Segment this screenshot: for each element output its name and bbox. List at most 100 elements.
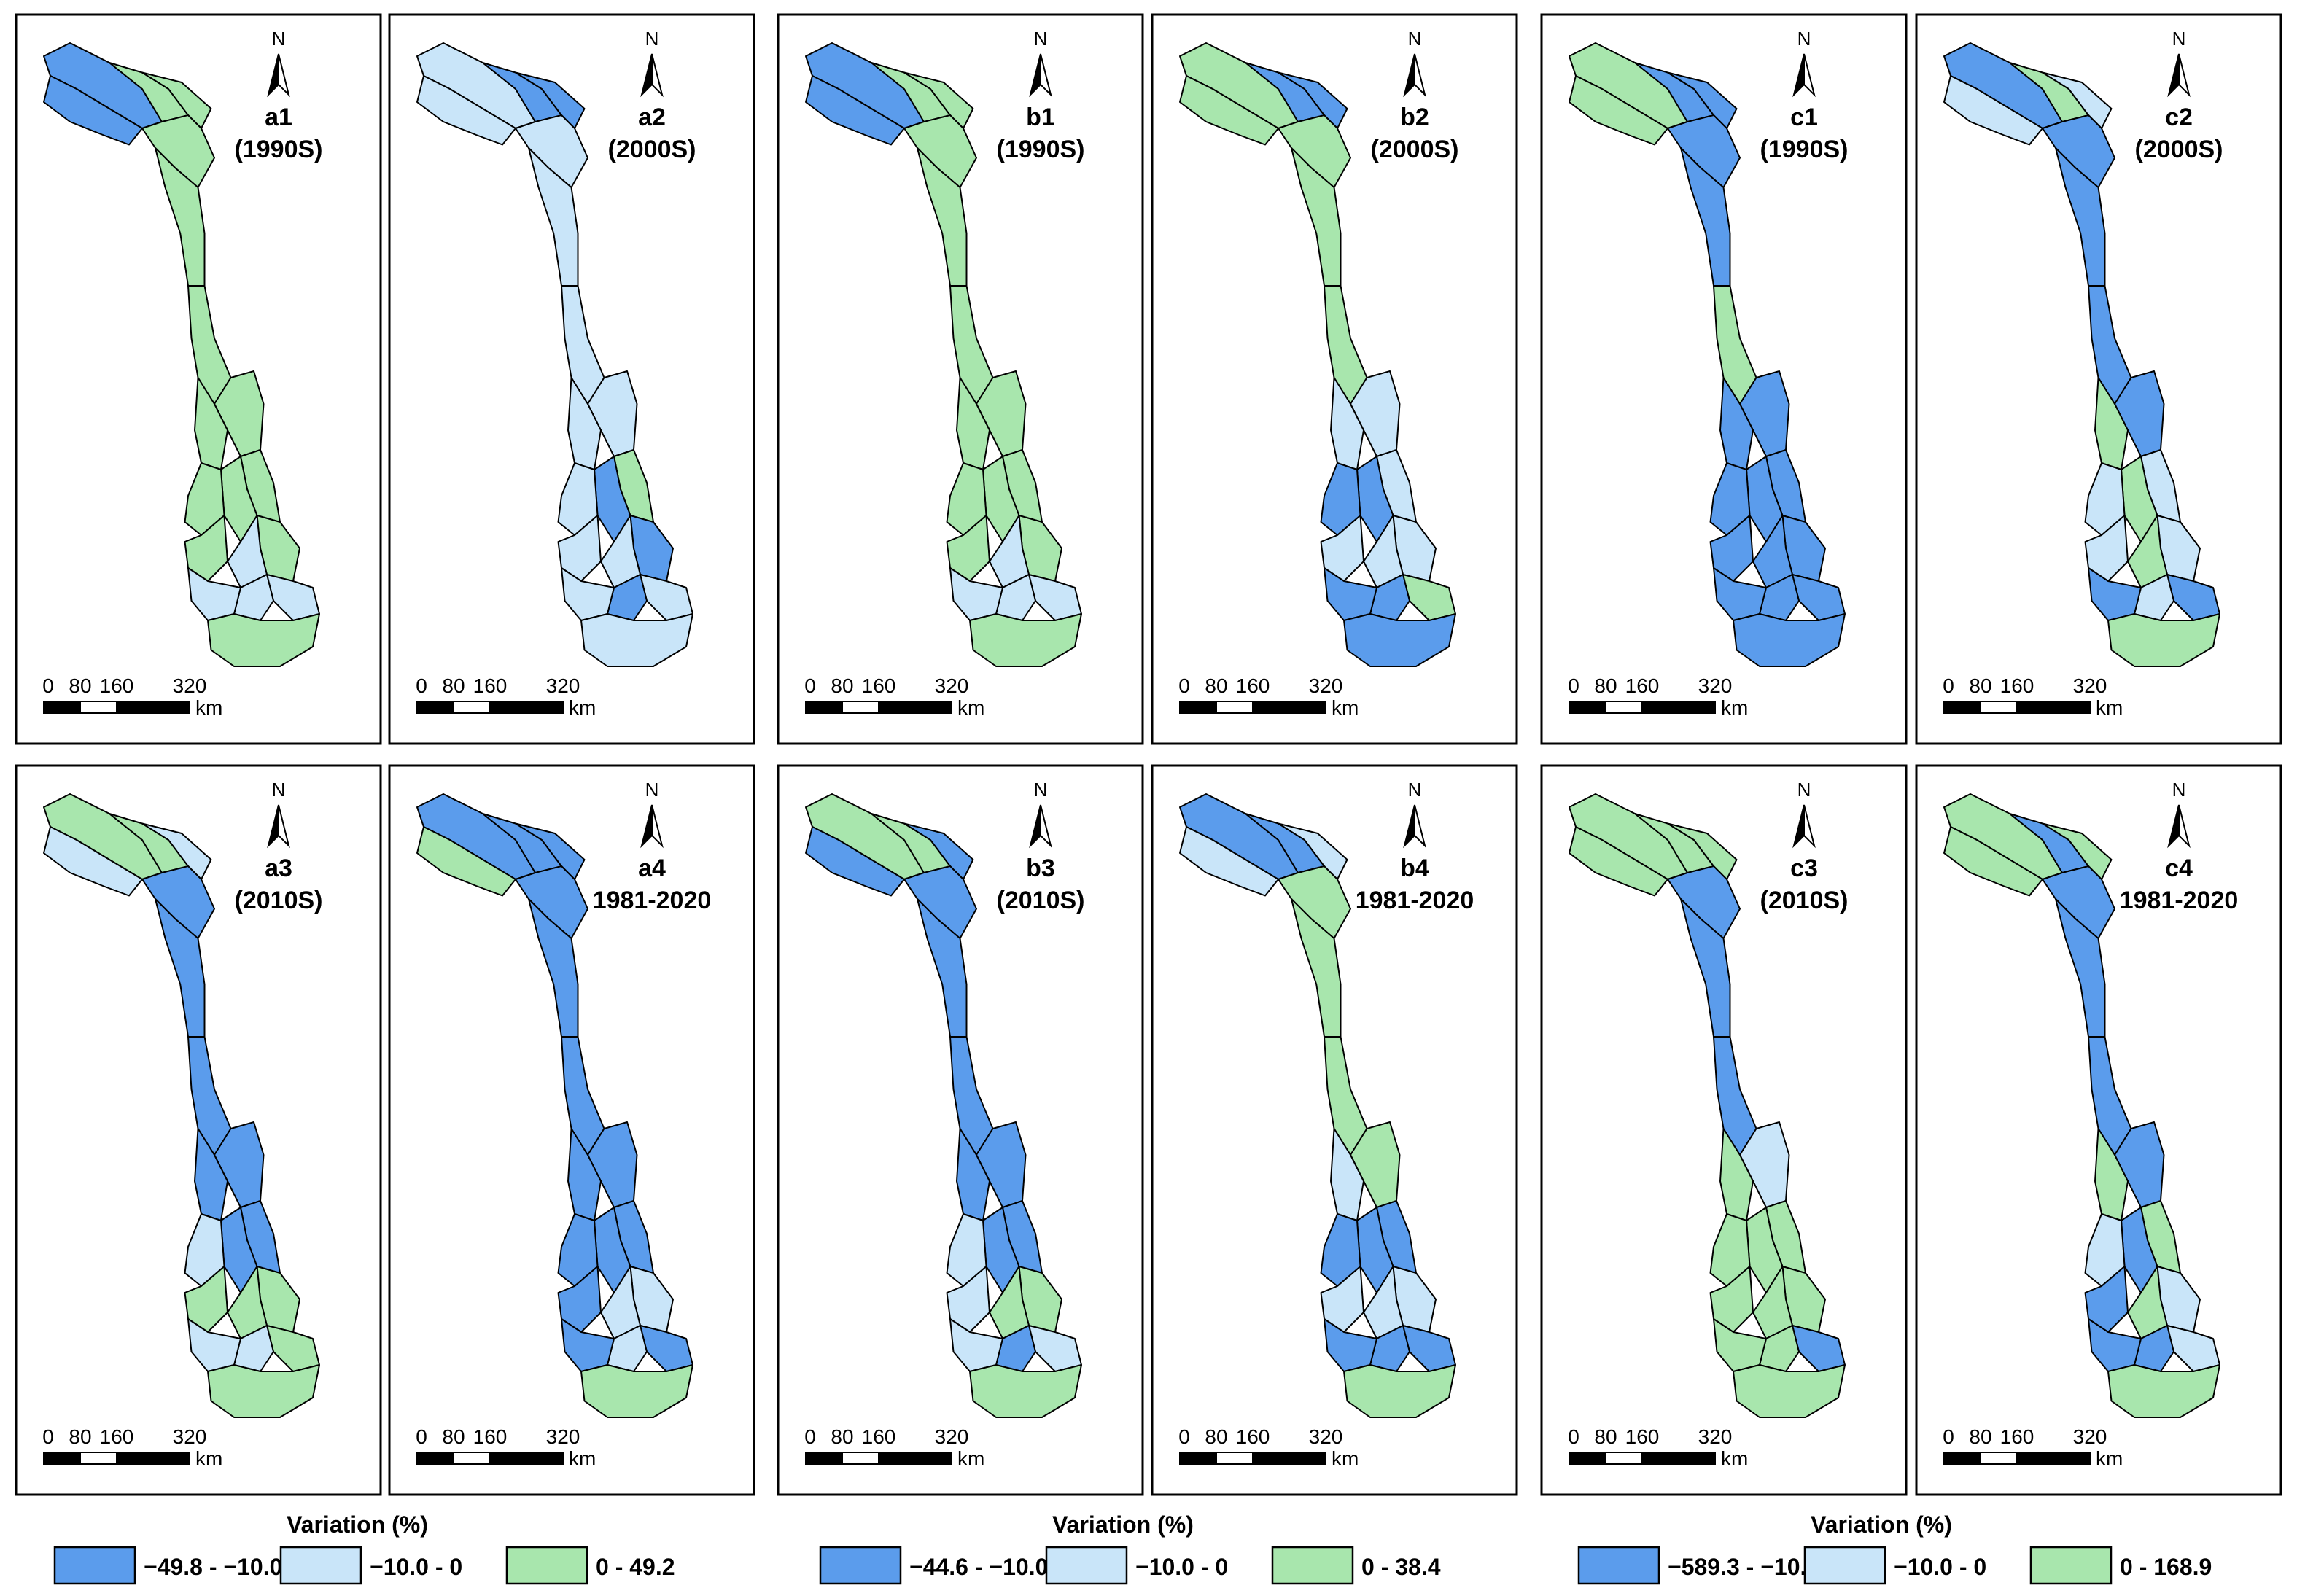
scale-tick-label: 160 — [1625, 674, 1660, 697]
scale-tick-label: 160 — [862, 1425, 896, 1448]
sub-basin — [580, 613, 693, 667]
panel-label: a2 — [638, 104, 666, 131]
scale-tick-label: 320 — [1698, 674, 1733, 697]
panel-period: (2010S) — [997, 887, 1085, 914]
scale-tick-label: 80 — [831, 674, 853, 697]
legend-swatch — [1803, 1546, 1886, 1585]
panel-period: 1981-2020 — [2120, 887, 2239, 914]
north-arrow-icon: N — [1792, 28, 1816, 98]
basin-map — [1569, 42, 1846, 667]
north-label: N — [2172, 28, 2186, 50]
north-label: N — [1408, 779, 1422, 801]
basin-map — [805, 42, 1082, 667]
basin-map — [1179, 42, 1456, 667]
scale-tick-label: 160 — [1236, 674, 1270, 697]
north-arrow-icon: N — [267, 779, 290, 849]
scale-tick-label: 80 — [442, 1425, 465, 1448]
panel-period: (2010S) — [1760, 887, 1849, 914]
legend-title: Variation (%) — [287, 1511, 428, 1538]
sub-basin — [1943, 826, 2043, 897]
legend-range-label: 0 - 49.2 — [596, 1554, 675, 1580]
north-label: N — [1797, 779, 1811, 801]
legend-range-label: 0 - 168.9 — [2120, 1554, 2212, 1580]
scale-unit: km — [569, 696, 596, 719]
north-label: N — [645, 28, 659, 50]
legend-2: Variation (%)−44.6 - −10.0 −10.0 - 0 0 - 3… — [819, 1511, 1441, 1585]
panel-period: 1981-2020 — [1356, 887, 1474, 914]
scale-tick-label: 160 — [473, 674, 508, 697]
north-arrow-icon: N — [267, 28, 290, 98]
legend-range-label: −44.6 - −10.0 — [909, 1554, 1048, 1580]
scale-tick-label: 80 — [442, 674, 465, 697]
north-arrow-icon: N — [1792, 779, 1816, 849]
scale-unit: km — [195, 1447, 222, 1470]
legend-3: Variation (%) −589.3 - −10.0 −10.0 - 0 0 - … — [1577, 1511, 2212, 1585]
scale-tick-label: 320 — [546, 674, 580, 697]
panel-period: (2010S) — [235, 887, 323, 914]
scale-tick-label: 0 — [1568, 674, 1579, 697]
scale-tick-label: 320 — [173, 1425, 207, 1448]
scale-tick-label: 160 — [862, 674, 896, 697]
legend-1: Variation (%)−49.8 - −10.0 −10.0 - 0 0 - 4… — [53, 1511, 675, 1585]
scale-tick-label: 320 — [1309, 674, 1343, 697]
panel-label: c3 — [1790, 855, 1818, 882]
scale-tick-label: 80 — [1969, 674, 1991, 697]
basin-map — [1179, 793, 1456, 1418]
north-arrow-icon: N — [1403, 779, 1426, 849]
scale-unit: km — [1721, 696, 1748, 719]
north-label: N — [272, 28, 286, 50]
legend-range-label: −49.8 - −10.0 — [144, 1554, 282, 1580]
scale-tick-label: 80 — [831, 1425, 853, 1448]
panel-label: b1 — [1026, 104, 1055, 131]
basin-map — [1943, 793, 2220, 1418]
scale-unit: km — [957, 1447, 984, 1470]
panel-label: c2 — [2165, 104, 2193, 131]
basin-map — [1943, 42, 2220, 667]
scale-unit: km — [957, 696, 984, 719]
sub-basin — [1733, 1364, 1846, 1418]
scale-tick-label: 0 — [1943, 674, 1954, 697]
sub-basin — [1343, 613, 1456, 667]
scale-tick-label: 80 — [1594, 674, 1617, 697]
panel-label: b4 — [1400, 855, 1429, 882]
scale-tick-label: 160 — [100, 1425, 134, 1448]
scale-tick-label: 160 — [100, 674, 134, 697]
legend-swatch — [279, 1546, 362, 1585]
legend-range-label: −10.0 - 0 — [370, 1554, 462, 1580]
scale-tick-label: 320 — [1698, 1425, 1733, 1448]
scale-unit: km — [1332, 1447, 1359, 1470]
panel-period: (1990S) — [1760, 136, 1849, 163]
north-arrow-icon: N — [1403, 28, 1426, 98]
legend-range-label: −10.0 - 0 — [1135, 1554, 1228, 1580]
north-label: N — [1408, 28, 1422, 50]
legend-swatch — [1045, 1546, 1128, 1585]
north-arrow-icon: N — [640, 28, 664, 98]
sub-basin — [969, 613, 1082, 667]
north-label: N — [1034, 779, 1048, 801]
sub-basin — [1179, 75, 1279, 146]
basin-map — [416, 42, 693, 667]
sub-basin — [2107, 1364, 2220, 1418]
legend-swatch — [819, 1546, 902, 1585]
sub-basin — [416, 826, 516, 897]
north-arrow-icon: N — [1029, 28, 1052, 98]
scale-tick-label: 0 — [416, 1425, 427, 1448]
scale-tick-label: 320 — [935, 674, 969, 697]
basin-map — [416, 793, 693, 1418]
panel-label: a3 — [265, 855, 292, 882]
north-label: N — [2172, 779, 2186, 801]
sub-basin — [207, 1364, 320, 1418]
panel-period: (2000S) — [2135, 136, 2223, 163]
legend-swatch — [1577, 1546, 1660, 1585]
